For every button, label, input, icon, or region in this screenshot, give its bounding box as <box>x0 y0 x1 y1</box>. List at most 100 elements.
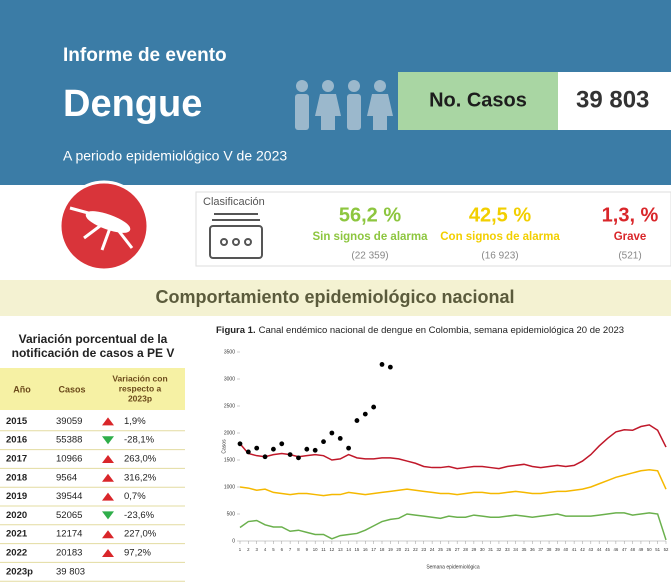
cell-cases: 12174 <box>56 529 82 540</box>
class-percent: 42,5 % <box>469 204 531 226</box>
x-tick-label: 35 <box>522 547 527 552</box>
y-tick-label: 500 <box>227 511 236 517</box>
table-header: Año <box>13 384 31 394</box>
trend-arrow <box>102 493 114 501</box>
cases-label: No. Casos <box>429 89 527 111</box>
case-dot <box>329 431 334 436</box>
x-tick-label: 29 <box>471 547 476 552</box>
x-tick-label: 28 <box>463 547 468 552</box>
trend-arrow <box>102 530 114 538</box>
x-tick-label: 23 <box>421 547 426 552</box>
class-name: Con signos de alarma <box>440 231 560 243</box>
series-line <box>240 470 666 496</box>
case-dot <box>313 448 318 453</box>
chart-title-text: Canal endémico nacional de dengue en Col… <box>259 325 624 336</box>
case-dot <box>363 412 368 417</box>
trend-arrow <box>102 474 114 482</box>
x-tick-label: 17 <box>371 547 376 552</box>
cases-value: 39 803 <box>576 86 649 113</box>
x-tick-label: 27 <box>455 547 460 552</box>
header-period: A periodo epidemiológico V de 2023 <box>63 148 287 164</box>
cell-cases: 55388 <box>56 435 82 446</box>
cell-year: 2019 <box>6 491 27 502</box>
x-tick-label: 15 <box>355 547 360 552</box>
cell-variation: 263,0% <box>124 454 157 465</box>
x-tick-label: 12 <box>329 547 334 552</box>
x-tick-label: 5 <box>272 547 275 552</box>
x-tick-label: 38 <box>547 547 552 552</box>
table-title: Variación porcentual de la <box>19 332 168 346</box>
x-tick-label: 21 <box>405 547 410 552</box>
y-tick-label: 3000 <box>224 376 235 382</box>
x-tick-label: 42 <box>580 547 585 552</box>
case-dot <box>304 447 309 452</box>
x-tick-label: 7 <box>289 547 292 552</box>
cell-variation: -23,6% <box>124 510 155 521</box>
cell-cases: 52065 <box>56 510 82 521</box>
trend-arrow <box>102 455 114 463</box>
x-tick-label: 40 <box>563 547 568 552</box>
x-tick-label: 41 <box>572 547 577 552</box>
series-line <box>240 513 666 540</box>
cell-cases: 9564 <box>56 472 77 483</box>
trend-arrow <box>102 436 114 444</box>
table-title: notificación de casos a PE V <box>12 346 175 360</box>
x-tick-label: 33 <box>505 547 510 552</box>
x-tick-label: 24 <box>430 547 435 552</box>
case-dot <box>238 441 243 446</box>
x-tick-label: 10 <box>313 547 318 552</box>
y-tick-label: 3500 <box>224 349 235 355</box>
y-axis-label: Casos <box>221 439 227 454</box>
case-dot <box>346 446 351 451</box>
case-dot <box>321 439 326 444</box>
cell-variation: 0,7% <box>124 491 146 502</box>
cell-year: 2015 <box>6 416 28 427</box>
cell-year: 2018 <box>6 472 27 483</box>
x-tick-label: 37 <box>538 547 543 552</box>
x-tick-label: 22 <box>413 547 418 552</box>
class-count: (16 923) <box>481 251 518 262</box>
case-dot <box>246 450 251 455</box>
x-tick-label: 52 <box>664 547 669 552</box>
chart-title: Figura 1.Canal endémico nacional de deng… <box>216 325 624 336</box>
x-tick-label: 48 <box>630 547 635 552</box>
class-count: (22 359) <box>351 251 388 262</box>
cell-year: 2021 <box>6 529 28 540</box>
chart: Figura 1.Canal endémico nacional de deng… <box>216 325 669 571</box>
y-tick-label: 1500 <box>224 457 235 463</box>
trend-arrow <box>102 511 114 519</box>
x-tick-label: 44 <box>597 547 602 552</box>
x-tick-label: 16 <box>363 547 368 552</box>
x-tick-label: 20 <box>396 547 401 552</box>
x-tick-label: 32 <box>497 547 502 552</box>
cell-year: 2023p <box>6 566 33 577</box>
chart-title-label: Figura 1. <box>216 325 256 336</box>
x-tick-label: 19 <box>388 547 393 552</box>
x-tick-label: 1 <box>239 547 242 552</box>
case-dot <box>388 365 393 370</box>
x-tick-label: 51 <box>655 547 660 552</box>
cell-variation: 227,0% <box>124 529 157 540</box>
y-tick-label: 2000 <box>224 430 235 436</box>
x-tick-label: 2 <box>247 547 250 552</box>
x-tick-label: 39 <box>555 547 560 552</box>
x-tick-label: 25 <box>438 547 443 552</box>
class-name: Grave <box>614 231 647 243</box>
x-tick-label: 11 <box>321 547 326 552</box>
cell-year: 2017 <box>6 454 27 465</box>
x-tick-label: 18 <box>380 547 385 552</box>
cell-cases: 20183 <box>56 548 82 559</box>
x-tick-label: 43 <box>588 547 593 552</box>
x-tick-label: 49 <box>639 547 644 552</box>
x-tick-label: 31 <box>488 547 493 552</box>
case-dot <box>380 362 385 367</box>
page: Informe de evento Dengue A periodo epide… <box>0 0 671 583</box>
case-dot <box>296 455 301 460</box>
x-tick-label: 26 <box>446 547 451 552</box>
cell-year: 2020 <box>6 510 27 521</box>
header-title: Dengue <box>63 83 202 125</box>
table-header: respecto a <box>119 383 162 393</box>
cell-year: 2022 <box>6 548 27 559</box>
x-tick-label: 34 <box>513 547 518 552</box>
cell-variation: 97,2% <box>124 548 151 559</box>
